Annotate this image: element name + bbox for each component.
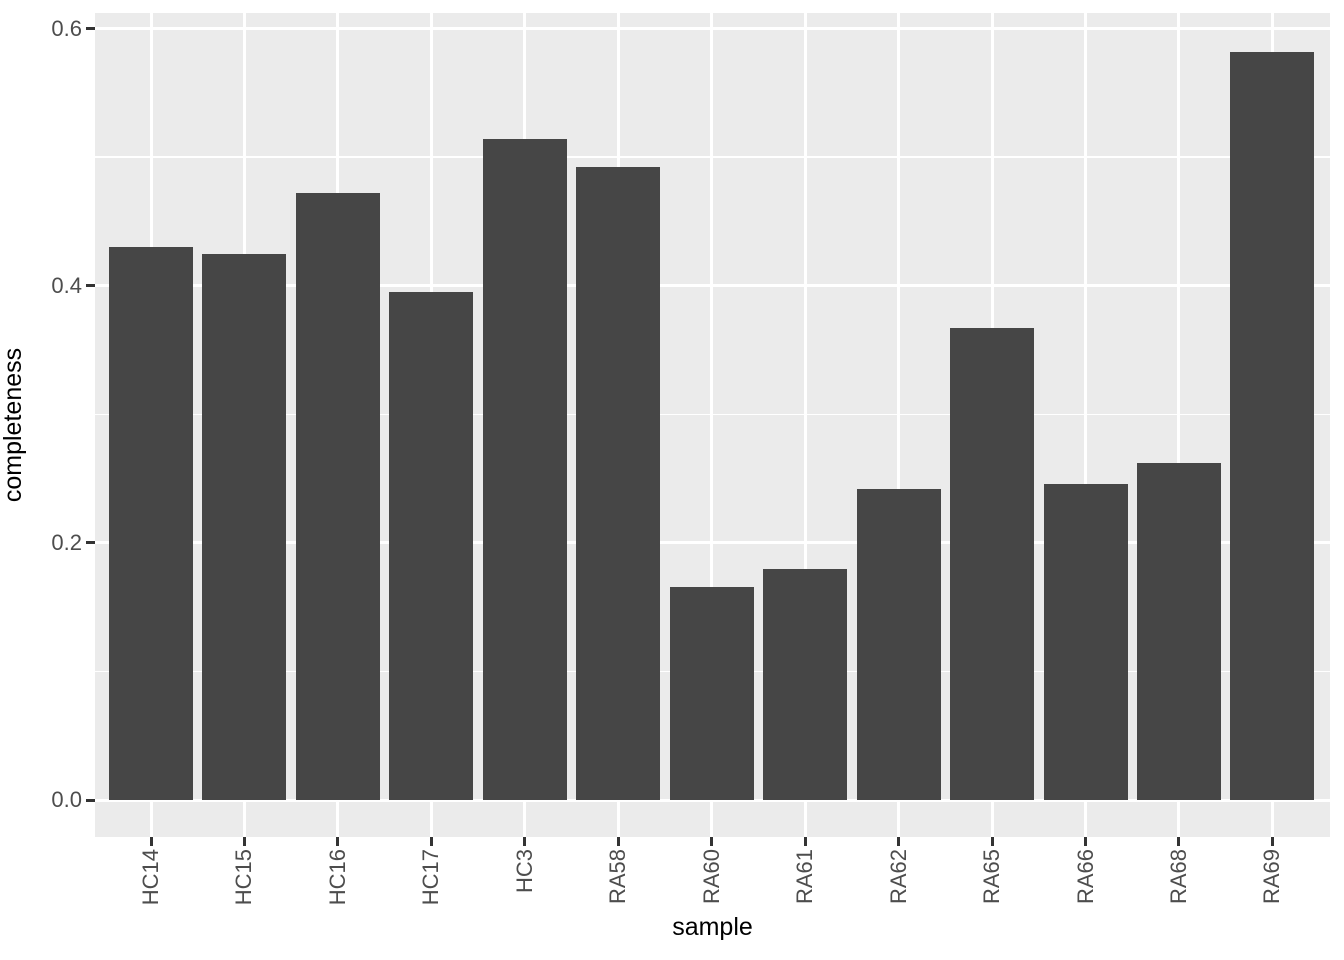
v-gridline: [1084, 13, 1087, 837]
x-tick-label: HC3: [511, 849, 537, 894]
x-tick-label: HC15: [231, 849, 257, 906]
x-tick-label: RA65: [979, 849, 1005, 905]
plot-panel: [95, 13, 1330, 837]
x-tick: [242, 837, 246, 846]
bar: [1136, 463, 1221, 800]
y-tick-label: 0.6: [51, 15, 82, 41]
x-tick-label: RA62: [885, 849, 911, 905]
bar: [763, 568, 848, 800]
bar: [295, 193, 380, 800]
y-tick: [86, 541, 95, 545]
x-tick: [710, 837, 714, 846]
bar: [202, 253, 287, 800]
x-tick-label: RA60: [698, 849, 724, 905]
bar: [109, 247, 193, 800]
x-tick-label: RA66: [1072, 849, 1098, 905]
x-tick: [523, 837, 527, 846]
v-gridline: [710, 13, 714, 837]
y-tick-label: 0.2: [51, 529, 82, 555]
x-tick-label: RA61: [792, 849, 818, 905]
v-gridline: [897, 13, 901, 837]
y-tick-label: 0.0: [51, 787, 82, 812]
x-tick: [803, 837, 807, 846]
bar: [1230, 51, 1315, 800]
x-tick: [616, 837, 620, 846]
y-tick: [86, 27, 95, 31]
bar: [482, 139, 567, 800]
bar: [950, 328, 1035, 800]
x-tick-label: HC16: [324, 849, 350, 906]
x-tick-label: HC14: [138, 849, 163, 906]
y-tick: [86, 284, 95, 288]
bar: [669, 586, 754, 800]
v-gridline: [803, 13, 807, 837]
x-tick: [990, 837, 994, 846]
x-tick: [429, 837, 433, 846]
x-tick-label: RA68: [1165, 849, 1191, 905]
x-tick: [336, 837, 340, 846]
x-tick: [149, 837, 153, 846]
y-tick: [86, 798, 95, 802]
bar: [856, 488, 941, 800]
x-tick: [1270, 837, 1274, 846]
bar: [1043, 483, 1128, 800]
x-tick-label: HC17: [418, 849, 444, 906]
x-axis-title: sample: [672, 913, 753, 941]
x-tick: [1084, 837, 1087, 846]
x-tick-label: RA69: [1259, 849, 1285, 905]
x-tick-label: RA58: [605, 849, 631, 905]
v-gridline: [1177, 13, 1181, 837]
x-tick: [1177, 837, 1181, 846]
bar: [389, 292, 474, 800]
bar: [576, 167, 661, 800]
x-tick: [897, 837, 901, 846]
y-tick-label: 0.4: [51, 272, 82, 298]
